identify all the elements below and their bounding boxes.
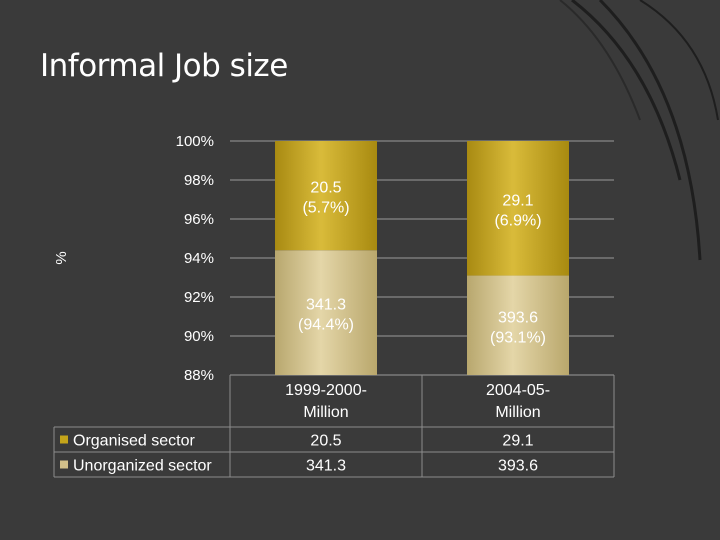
legend-label: Unorganized sector bbox=[73, 458, 212, 475]
data-label-value: 29.1 bbox=[502, 192, 533, 209]
legend-swatch bbox=[60, 435, 68, 444]
table-cell-value: 20.5 bbox=[310, 433, 341, 450]
bar-segment bbox=[275, 250, 377, 375]
table-cell-value: 341.3 bbox=[306, 458, 346, 475]
y-tick-label: 92% bbox=[184, 289, 214, 306]
legend-swatch bbox=[60, 460, 68, 469]
data-label-value: 341.3 bbox=[306, 297, 346, 314]
y-tick-label: 88% bbox=[184, 367, 214, 384]
x-category-label: Million bbox=[495, 404, 540, 421]
bar-segment bbox=[467, 141, 569, 276]
y-tick-label: 98% bbox=[184, 172, 214, 189]
data-label-percent: (5.7%) bbox=[302, 200, 349, 217]
bar-segment bbox=[275, 141, 377, 251]
table-cell-value: 393.6 bbox=[498, 458, 538, 475]
y-tick-label: 90% bbox=[184, 328, 214, 345]
data-label-percent: (6.9%) bbox=[494, 212, 541, 229]
x-category-label: 2004-05- bbox=[486, 382, 550, 399]
data-label-value: 20.5 bbox=[310, 180, 341, 197]
y-tick-label: 100% bbox=[176, 133, 214, 150]
bar-segment bbox=[467, 275, 569, 375]
y-axis-label: % bbox=[53, 251, 70, 264]
y-tick-label: 96% bbox=[184, 211, 214, 228]
x-category-label: 1999-2000- bbox=[285, 382, 367, 399]
data-label-value: 393.6 bbox=[498, 309, 538, 326]
x-category-label: Million bbox=[303, 404, 348, 421]
data-label-percent: (93.1%) bbox=[490, 329, 546, 346]
data-label-percent: (94.4%) bbox=[298, 317, 354, 334]
legend-label: Organised sector bbox=[73, 433, 196, 450]
y-tick-label: 94% bbox=[184, 250, 214, 267]
slide-title: Informal Job size bbox=[40, 48, 288, 84]
table-cell-value: 29.1 bbox=[502, 433, 533, 450]
